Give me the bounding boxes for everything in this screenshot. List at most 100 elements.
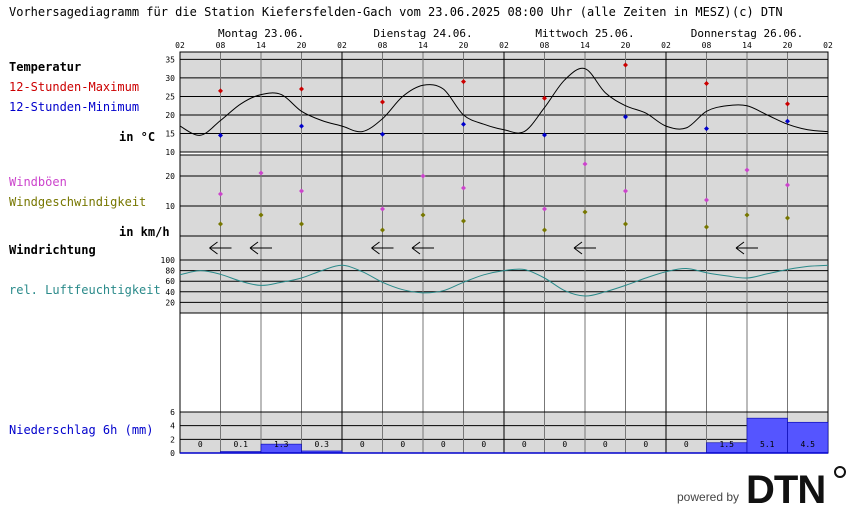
- temperature-label: Temperatur: [9, 60, 81, 74]
- min-label: 12-Stunden-Minimum: [9, 100, 139, 114]
- wind-arrow-icon: [249, 241, 272, 255]
- hour-tick-label: 08: [378, 41, 388, 50]
- gusts-label: Windböen: [9, 175, 67, 189]
- precip-tick-label: 6: [170, 408, 175, 417]
- hour-tick-label: 20: [783, 41, 793, 50]
- precip-value-label: 0: [441, 440, 446, 449]
- wind-speed-point: [218, 221, 223, 227]
- max-temp-point: [461, 79, 466, 85]
- temp-tick-label: 15: [165, 129, 175, 138]
- wind-speed-point: [582, 209, 588, 215]
- dtn-logo: DTN: [746, 468, 825, 512]
- hour-tick-label: 02: [661, 41, 671, 50]
- day-label: Donnerstag 26.06.: [691, 27, 804, 40]
- wind-arrow-icon: [371, 241, 394, 255]
- copyright-label: (c) DTN: [732, 5, 783, 19]
- wind-tick-label: 10: [165, 202, 175, 211]
- temp-tick-label: 20: [165, 111, 175, 120]
- precip-value-label: 0: [562, 440, 567, 449]
- precip-value-label: 0: [643, 440, 648, 449]
- min-temp-point: [218, 132, 223, 138]
- min-temp-point: [380, 131, 385, 137]
- wind-speed-point: [704, 224, 709, 230]
- precip-value-label: 0: [603, 440, 608, 449]
- gust-point: [542, 206, 547, 212]
- min-temp-point: [785, 118, 790, 124]
- hour-tick-label: 14: [742, 41, 752, 50]
- temp-tick-label: 10: [165, 148, 175, 157]
- hour-tick-label: 20: [297, 41, 307, 50]
- day-label: Dienstag 24.06.: [373, 27, 472, 40]
- humidity-line: [179, 264, 829, 297]
- wind-speed-point: [258, 212, 264, 218]
- humidity-tick-label: 100: [161, 256, 176, 265]
- hour-tick-label: 08: [702, 41, 712, 50]
- hour-tick-label: 14: [580, 41, 590, 50]
- wind-direction-label: Windrichtung: [9, 243, 96, 257]
- temp-unit-label: in °C: [119, 130, 155, 144]
- wind-speed-point: [785, 215, 790, 221]
- gust-point: [299, 188, 304, 194]
- temp-tick-label: 25: [165, 92, 175, 101]
- hour-tick-label: 20: [459, 41, 469, 50]
- gust-point: [461, 185, 466, 191]
- humidity-label: rel. Luftfeuchtigkeit: [9, 283, 161, 297]
- panel-border-temp: [179, 51, 829, 153]
- precip-tick-label: 2: [170, 435, 175, 444]
- wind-arrow-icon: [735, 241, 758, 255]
- wind-arrow-icon: [573, 241, 596, 255]
- hour-tick-label: 02: [823, 41, 833, 50]
- precip-value-label: 0: [684, 440, 689, 449]
- powered-by-label: powered by: [677, 490, 739, 504]
- wind-speed-point: [461, 218, 466, 224]
- wind-arrow-icon: [411, 241, 434, 255]
- wind-speed-point: [542, 227, 547, 233]
- hour-tick-label: 08: [540, 41, 550, 50]
- humidity-tick-label: 60: [165, 277, 175, 286]
- wind-speed-point: [380, 227, 385, 233]
- temperature-line: [179, 67, 829, 136]
- precip-label: Niederschlag 6h (mm): [9, 423, 154, 437]
- precip-tick-label: 0: [170, 449, 175, 458]
- gust-point: [623, 188, 628, 194]
- min-temp-point: [623, 114, 628, 120]
- wind-speed-label: Windgeschwindigkeit: [9, 195, 146, 209]
- precip-value-label: 0: [198, 440, 203, 449]
- day-label: Montag 23.06.: [218, 27, 304, 40]
- wind-speed-point: [299, 221, 304, 227]
- page-title: Vorhersagediagramm für die Station Kiefe…: [9, 5, 731, 19]
- precip-value-label: 0: [400, 440, 405, 449]
- dtn-logo-dot-icon: [834, 466, 846, 478]
- max-temp-point: [218, 88, 223, 94]
- humidity-tick-label: 40: [165, 288, 175, 297]
- max-label: 12-Stunden-Maximum: [9, 80, 139, 94]
- min-temp-point: [299, 123, 304, 129]
- precip-value-label: 1.3: [274, 440, 289, 449]
- hour-tick-label: 08: [216, 41, 226, 50]
- humidity-tick-label: 80: [165, 267, 175, 276]
- min-temp-point: [461, 121, 466, 127]
- hour-tick-label: 20: [621, 41, 631, 50]
- precip-bar: [787, 421, 829, 454]
- wind-tick-label: 20: [165, 172, 175, 181]
- temp-tick-label: 35: [165, 55, 175, 64]
- wind-speed-point: [744, 212, 750, 218]
- hour-tick-label: 02: [499, 41, 509, 50]
- max-temp-point: [623, 62, 628, 68]
- precip-value-label: 1.5: [720, 440, 735, 449]
- hour-tick-label: 14: [418, 41, 428, 50]
- wind-speed-point: [420, 212, 426, 218]
- temp-tick-label: 30: [165, 74, 175, 83]
- max-temp-point: [704, 80, 709, 86]
- precip-tick-label: 4: [170, 422, 175, 431]
- precip-value-label: 0: [522, 440, 527, 449]
- precip-value-label: 0.1: [234, 440, 249, 449]
- precip-value-label: 4.5: [801, 440, 816, 449]
- wind-speed-point: [623, 221, 628, 227]
- max-temp-point: [299, 86, 304, 92]
- gust-point: [218, 191, 223, 197]
- hour-tick-label: 02: [175, 41, 185, 50]
- precip-bar: [746, 417, 788, 454]
- gust-point: [420, 173, 426, 179]
